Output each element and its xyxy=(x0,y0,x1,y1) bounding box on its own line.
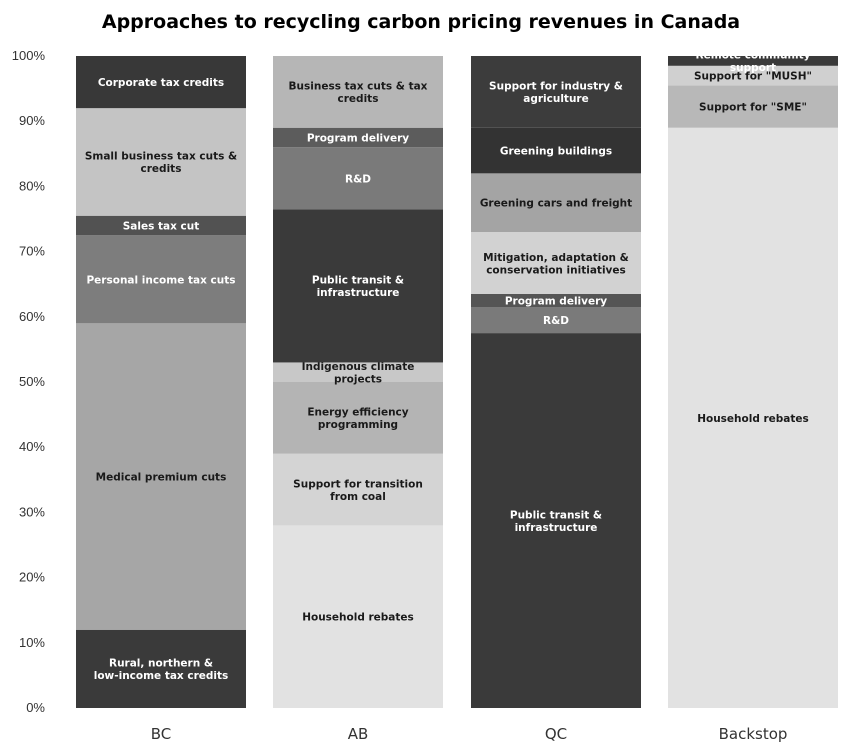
bar-segment xyxy=(471,307,641,334)
bar-segment xyxy=(668,85,838,128)
segment-label: Small business tax cuts & credits xyxy=(85,151,237,176)
bar-stack-backstop: Household rebates Support for "SME" Suppor… xyxy=(668,50,838,709)
segment-label: Business tax cuts & tax credits xyxy=(289,81,428,106)
y-tick-label: 100% xyxy=(12,48,46,63)
bar-segment xyxy=(76,629,246,708)
bar-segment xyxy=(273,453,443,526)
bar-segment xyxy=(471,173,641,233)
bars: Rural, northern & low-income tax credits M… xyxy=(76,50,838,709)
bar-segment xyxy=(76,323,246,630)
bar-segment xyxy=(471,56,641,128)
segment-label: Mitigation, adaptation & conservation ini… xyxy=(483,252,629,277)
x-tick-label: BC xyxy=(151,725,172,742)
segment-label: Support for "MUSH" xyxy=(694,71,812,83)
bar-segment xyxy=(668,65,838,86)
segment-label: Corporate tax credits xyxy=(98,77,224,89)
bar-stack-ab: Household rebates Support for transition f… xyxy=(273,56,443,708)
segment-label: Program delivery xyxy=(307,133,409,145)
y-tick-label: 50% xyxy=(19,374,45,389)
bar-segment xyxy=(471,127,641,174)
segment-label: Sales tax cut xyxy=(123,221,200,233)
bar-segment xyxy=(273,362,443,382)
y-tick-label: 40% xyxy=(19,439,45,454)
y-tick-label: 0% xyxy=(26,700,45,715)
bar-segment xyxy=(76,108,246,216)
segment-label: Public transit & infrastructure xyxy=(510,509,602,534)
y-axis: 0% 10% 20% 30% 40% 50% 60% 70% 80% 90% 100% xyxy=(12,48,46,715)
bar-segment xyxy=(76,235,246,324)
segment-label: Greening cars and freight xyxy=(480,198,632,210)
segment-label: Medical premium cuts xyxy=(96,472,227,484)
segment-label: Program delivery xyxy=(505,296,607,308)
segment-label: Household rebates xyxy=(697,413,809,425)
bar-segment xyxy=(471,333,641,708)
segment-label: R&D xyxy=(345,173,371,185)
bar-segment xyxy=(471,293,641,308)
bar-segment xyxy=(76,56,246,109)
bar-segment xyxy=(76,215,246,236)
segment-label: Rural, northern & low-income tax credits xyxy=(94,658,229,683)
y-tick-label: 60% xyxy=(19,309,45,324)
segment-label: Support for "SME" xyxy=(699,102,807,114)
x-axis: BC AB QC Backstop xyxy=(151,725,788,742)
bar-segment xyxy=(668,127,838,709)
segment-label: Energy efficiency programming xyxy=(307,407,408,432)
segment-label: Support for industry & agriculture xyxy=(489,81,623,106)
bar-segment xyxy=(668,56,838,66)
bar-segment xyxy=(273,382,443,454)
bar-stack-bc: Rural, northern & low-income tax credits M… xyxy=(76,56,246,708)
y-tick-label: 20% xyxy=(19,570,45,585)
bar-segment xyxy=(273,56,443,128)
bar-stack-qc: Public transit & infrastructure R&D Program… xyxy=(471,56,641,708)
x-tick-label: AB xyxy=(348,725,369,742)
x-tick-label: Backstop xyxy=(719,725,788,742)
bar-segment xyxy=(471,232,641,294)
bar-segment xyxy=(273,127,443,148)
segment-label: R&D xyxy=(543,315,569,327)
bar-segment xyxy=(273,147,443,210)
segment-label: Greening buildings xyxy=(500,146,612,158)
y-tick-label: 30% xyxy=(19,504,45,519)
y-tick-label: 10% xyxy=(19,635,45,650)
x-tick-label: QC xyxy=(545,725,567,742)
segment-label: Public transit & infrastructure xyxy=(312,275,404,300)
y-tick-label: 90% xyxy=(19,113,45,128)
bar-segment xyxy=(273,209,443,363)
segment-label: Indigenous climate projects xyxy=(302,361,415,386)
y-tick-label: 80% xyxy=(19,178,45,193)
y-tick-label: 70% xyxy=(19,244,45,259)
segment-label: Support for transition from coal xyxy=(293,478,423,503)
segment-label: Household rebates xyxy=(302,612,414,624)
chart-title: Approaches to recycling carbon pricing r… xyxy=(102,11,740,33)
segment-label: Personal income tax cuts xyxy=(86,274,235,286)
bar-segment xyxy=(273,525,443,708)
segment-label: Remote community support xyxy=(696,50,811,75)
